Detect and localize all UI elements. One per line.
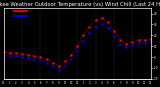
Title: Milwaukee Weather Outdoor Temperature (vs) Wind Chill (Last 24 Hours): Milwaukee Weather Outdoor Temperature (v… xyxy=(0,2,160,7)
